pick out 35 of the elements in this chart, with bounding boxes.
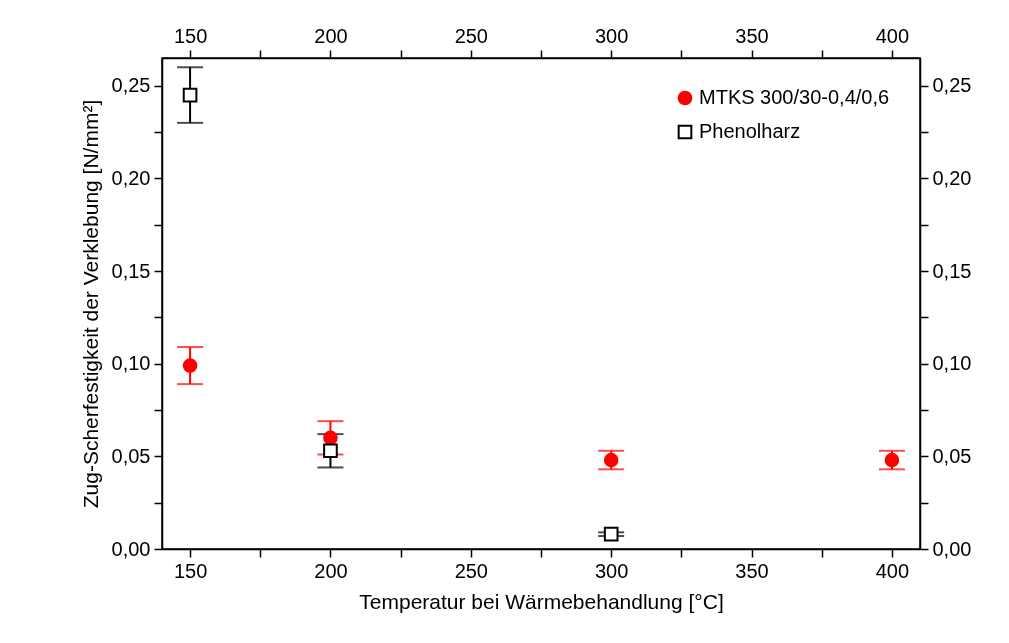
point xyxy=(323,430,338,446)
x-tick-label: 200 xyxy=(314,559,348,582)
legend-label: Phenolharz xyxy=(699,120,801,142)
point xyxy=(182,87,198,103)
point xyxy=(603,452,619,468)
x-axis-title: Temperatur bei Wärmebehandlung [°C] xyxy=(359,589,724,613)
y-tick-label: 0,10 xyxy=(111,352,151,375)
point xyxy=(323,443,338,459)
y2-tick-label: 0,05 xyxy=(932,444,972,467)
y2-tick-label: 0,25 xyxy=(932,74,972,97)
x-tick-label: 350 xyxy=(735,559,769,582)
x2-tick-label: 200 xyxy=(314,24,348,47)
y-axis-title: Zug-Scherfestigkeit der Verklebung [N/mm²] xyxy=(78,99,102,509)
x-tick-label: 150 xyxy=(173,559,208,582)
legend-label: MTKS 300/30-0,4/0,6 xyxy=(699,86,890,108)
x2-tick-label: 150 xyxy=(173,24,208,47)
y-tick-label: 0,05 xyxy=(111,444,151,467)
y-tick-label: 0,15 xyxy=(111,259,151,282)
y2-tick-label: 0,15 xyxy=(932,259,972,282)
point xyxy=(182,358,198,373)
point xyxy=(603,526,619,542)
y-tick-label: 0,00 xyxy=(111,537,151,560)
y-tick-label: 0,20 xyxy=(111,166,151,189)
x-tick-label: 300 xyxy=(595,559,629,582)
y2-tick-label: 0,00 xyxy=(932,537,972,560)
x2-tick-label: 350 xyxy=(735,24,769,47)
x-tick-label: 250 xyxy=(454,559,488,582)
y2-tick-label: 0,20 xyxy=(932,166,972,189)
x-tick-label: 400 xyxy=(875,559,910,582)
x2-tick-label: 400 xyxy=(875,24,910,47)
point xyxy=(884,452,900,468)
y-tick-label: 0,25 xyxy=(111,74,151,97)
x2-tick-label: 300 xyxy=(595,24,629,47)
x2-tick-label: 250 xyxy=(454,24,488,47)
y2-tick-label: 0,10 xyxy=(932,352,972,375)
